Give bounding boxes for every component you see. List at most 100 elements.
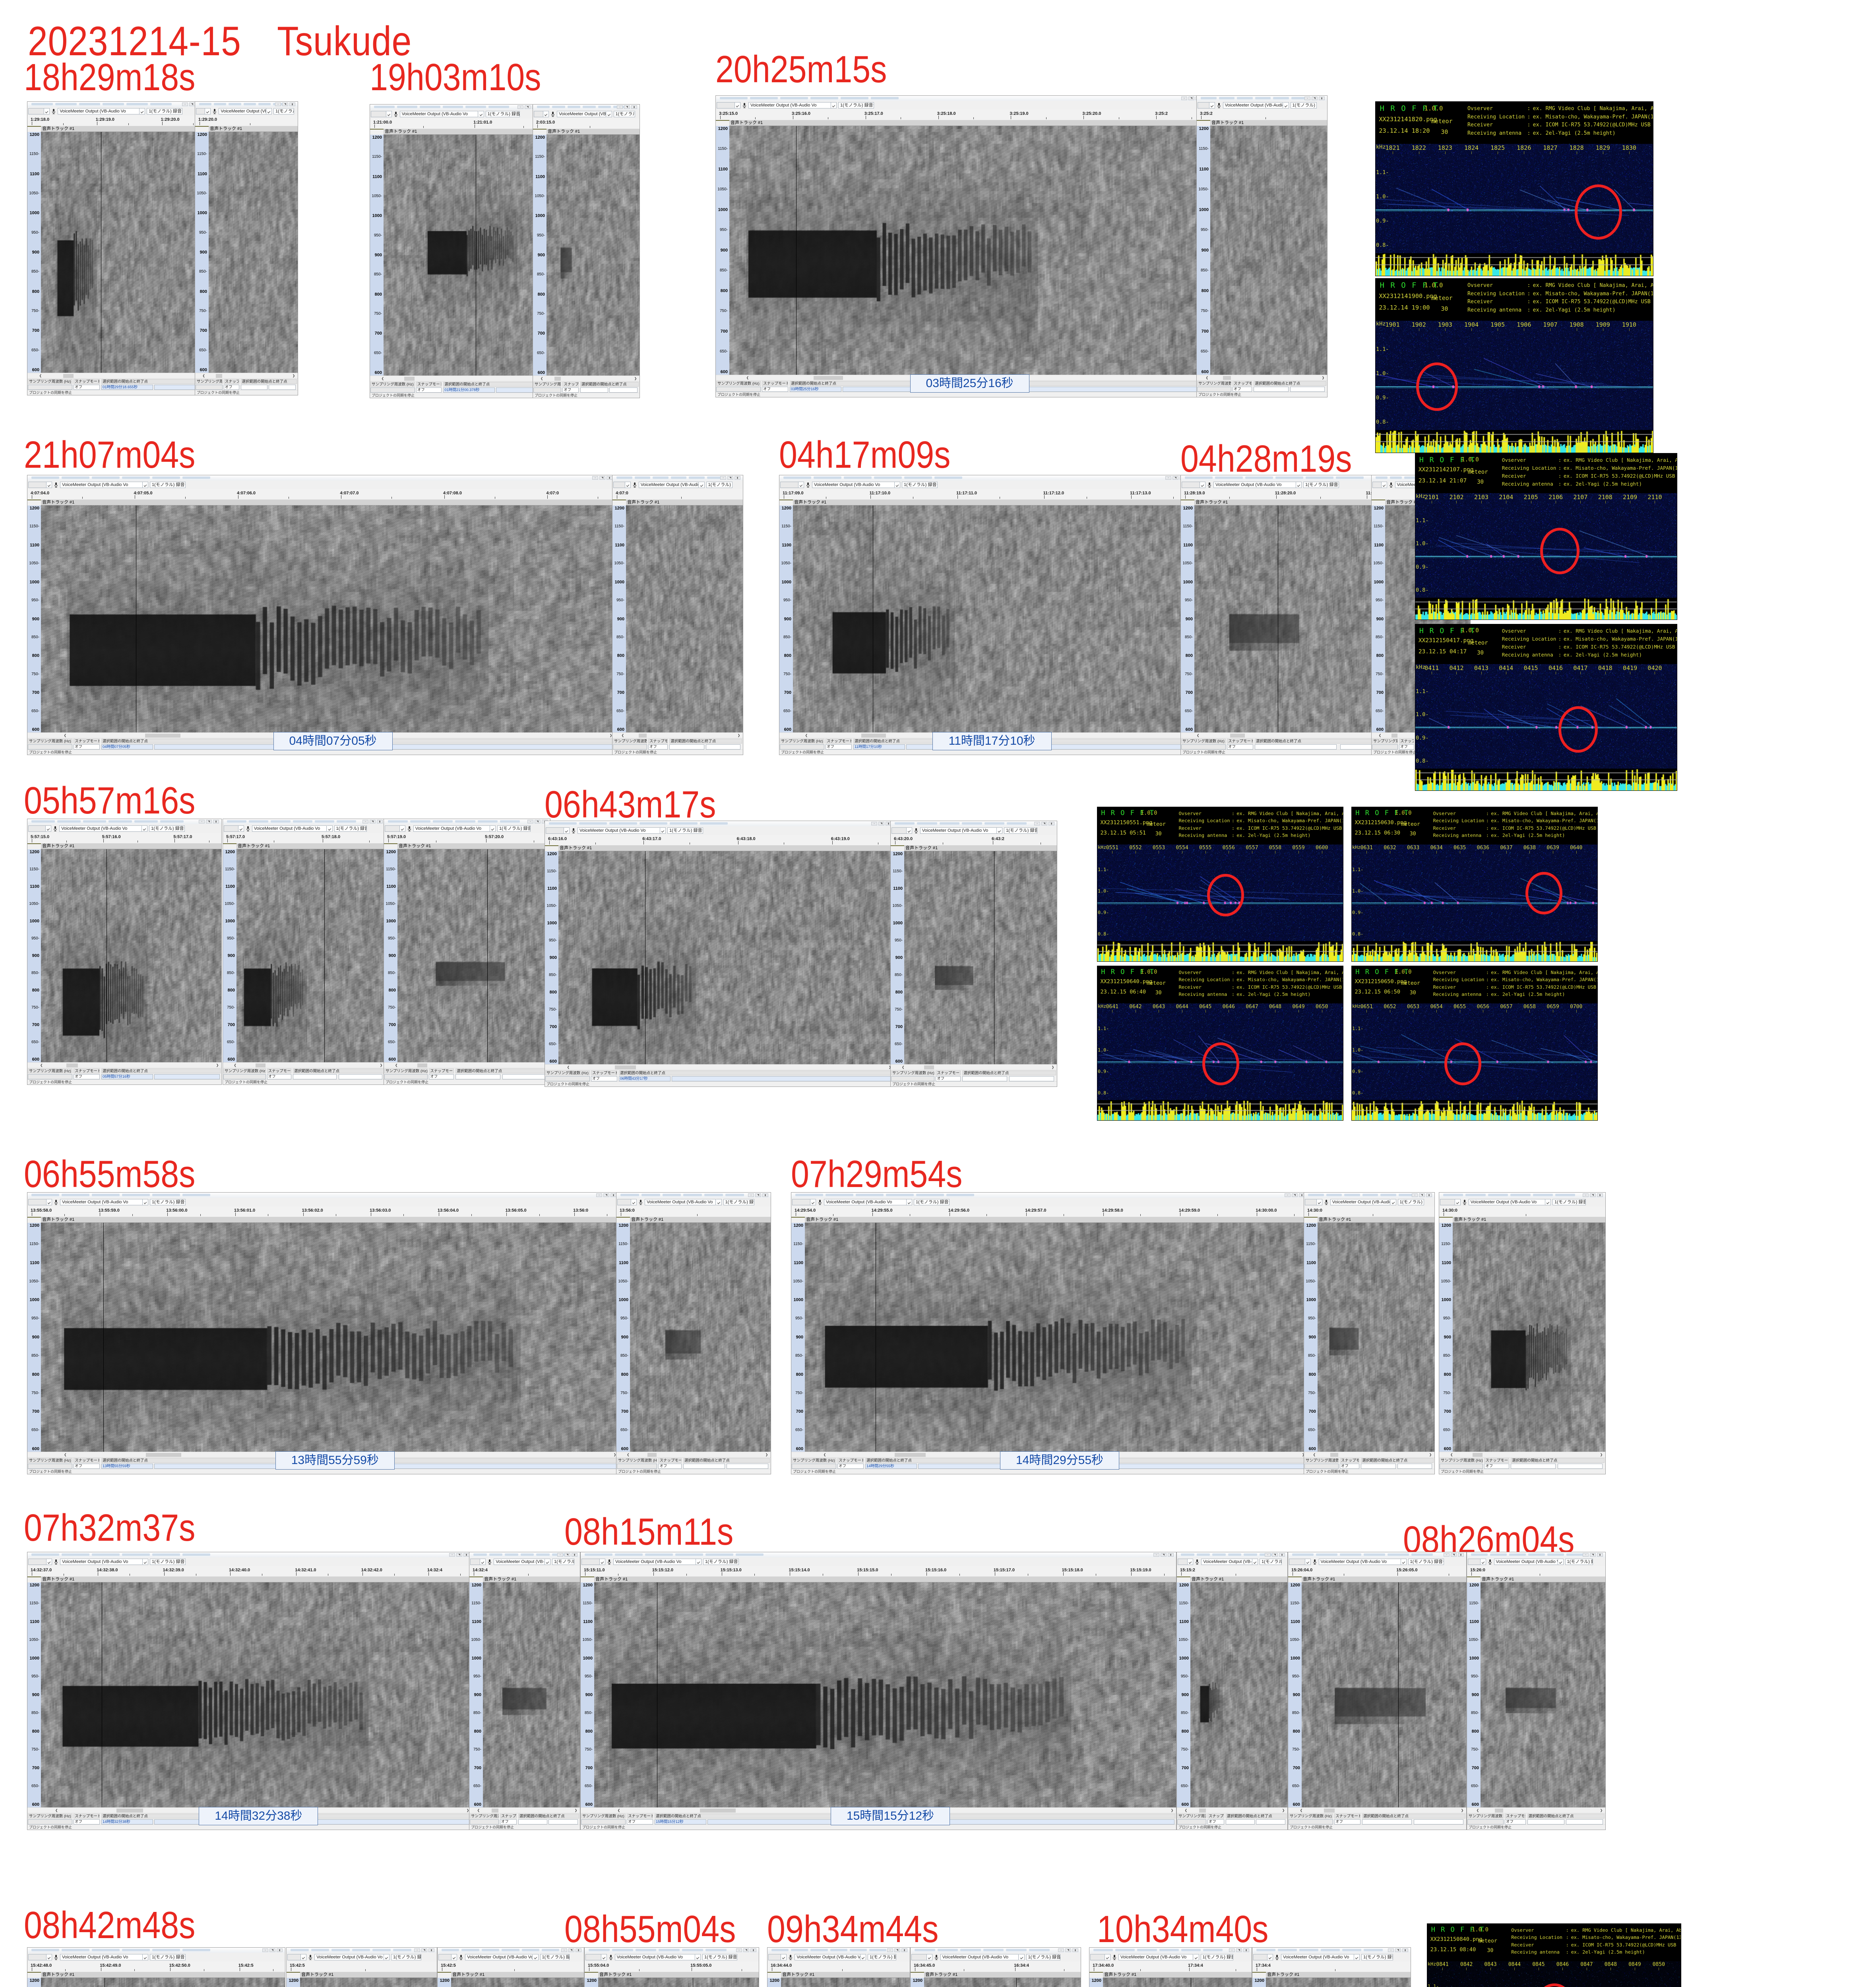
output-device-combo[interactable]: [780, 482, 798, 488]
input-device-chevron[interactable]: [1019, 1954, 1025, 1960]
titlebar-button-1[interactable]: ◥: [564, 1553, 570, 1557]
titlebar-button-1[interactable]: ◥: [1312, 97, 1318, 100]
selection-end-field[interactable]: [705, 744, 741, 749]
sampling-rate-field[interactable]: [613, 744, 647, 749]
scroll-left-arrow[interactable]: ❮: [1196, 734, 1200, 737]
input-device-chevron[interactable]: [478, 111, 484, 117]
spectrogram-canvas[interactable]: [41, 132, 205, 373]
spectrogram-canvas[interactable]: [41, 505, 615, 732]
hrofft-waterfall[interactable]: 1901 1902 1903 1904 1905 1906 1907 1908 1909 1910…: [1376, 321, 1653, 431]
output-device-chevron[interactable]: [625, 482, 631, 488]
output-device-chevron[interactable]: [47, 482, 52, 488]
input-device-chevron[interactable]: [143, 1559, 148, 1565]
input-device-combo[interactable]: VoiceMeeter Output (VB-Audio Vo: [59, 825, 142, 832]
titlebar-button-2[interactable]: ▮: [1168, 1553, 1174, 1557]
spectrogram-canvas[interactable]: [1210, 126, 1327, 375]
window-titlebar[interactable]: −◥▮: [27, 1948, 285, 1953]
time-ruler[interactable]: 15:15:11.0 15:15:12.0 15:15:13.0 15:15:14.0…: [581, 1566, 1176, 1577]
titlebar-button-0[interactable]: −: [449, 1553, 455, 1557]
scroll-left-arrow[interactable]: ❮: [823, 1453, 826, 1456]
frequency-ruler[interactable]: [891, 851, 905, 1064]
time-ruler[interactable]: 3:25:2: [1197, 110, 1327, 121]
input-device-chevron[interactable]: [143, 1954, 148, 1960]
spectrogram-canvas[interactable]: [904, 851, 1057, 1064]
output-device-combo[interactable]: [287, 1954, 301, 1960]
titlebar-button-0[interactable]: −: [720, 476, 726, 480]
input-device-combo[interactable]: VoiceMeeter Output (VB-Audio Vo: [578, 827, 660, 834]
scrollbar-thumb[interactable]: [1199, 1809, 1206, 1813]
output-device-chevron[interactable]: [399, 825, 405, 832]
snap-mode-field[interactable]: オフ: [1207, 1819, 1224, 1824]
scroll-left-arrow[interactable]: ❮: [1300, 1809, 1303, 1812]
sampling-rate-field[interactable]: [545, 1076, 590, 1081]
window-titlebar[interactable]: −◥▮: [545, 821, 894, 827]
output-device-chevron[interactable]: [1267, 1954, 1273, 1960]
titlebar-button-0[interactable]: −: [1229, 1948, 1235, 1952]
output-device-combo[interactable]: [28, 1199, 47, 1205]
input-device-combo[interactable]: VoiceMeeter Output (VB-Audio Vo: [614, 1954, 695, 1960]
input-device-chevron[interactable]: [545, 1559, 550, 1565]
audacity-window-14[interactable]: − ◥ ▮ VoiceMeeter Output (VB-Audio Vo 1(モノラル…: [545, 821, 894, 1087]
input-device-chevron[interactable]: [895, 482, 900, 488]
hrofft-waterfall[interactable]: 0551 0552 0553 0554 0555 0556 0557 0558 0559 0600…: [1097, 844, 1343, 942]
scroll-right-arrow[interactable]: ❯: [1461, 1809, 1464, 1812]
scroll-left-arrow[interactable]: ❮: [901, 1065, 905, 1069]
titlebar-button-1[interactable]: ◥: [878, 822, 884, 825]
scroll-left-arrow[interactable]: ❮: [621, 734, 624, 737]
snap-mode-field[interactable]: オフ: [416, 387, 442, 393]
selection-end-field[interactable]: [1290, 387, 1325, 392]
sampling-rate-field[interactable]: [716, 387, 761, 392]
audacity-window-18[interactable]: − ◥ ▮ VoiceMeeter Output (VB-Audio Vo 1(モノラル…: [791, 1192, 1308, 1474]
spectrogram-canvas[interactable]: [209, 132, 298, 373]
output-device-chevron[interactable]: [1188, 1559, 1194, 1565]
selection-toolbar[interactable]: サンプリング周波数 (Hz) スナップモード オフ 選択範囲の開始点と終了点 01時間2…: [370, 381, 540, 393]
titlebar-button-1[interactable]: ◥: [535, 820, 541, 823]
frequency-ruler[interactable]: [533, 135, 547, 376]
titlebar-button-0[interactable]: −: [1058, 1948, 1064, 1952]
titlebar-button-0[interactable]: −: [182, 103, 188, 106]
output-device-combo[interactable]: [1440, 1199, 1455, 1205]
output-device-combo[interactable]: [1198, 102, 1209, 108]
snap-mode-field[interactable]: オフ: [1399, 744, 1414, 749]
channel-combo[interactable]: 1(モノラル) 録音チ: [902, 482, 938, 488]
titlebar-button-2[interactable]: ▮: [735, 476, 740, 480]
window-titlebar[interactable]: −◥▮: [384, 819, 550, 825]
output-device-combo[interactable]: [28, 1559, 47, 1565]
window-titlebar[interactable]: −◥▮: [585, 1948, 759, 1953]
frequency-ruler[interactable]: [27, 849, 41, 1062]
output-device-combo[interactable]: [385, 825, 400, 832]
snap-mode-field[interactable]: オフ: [1505, 1819, 1526, 1824]
output-device-chevron[interactable]: [798, 482, 804, 488]
time-ruler[interactable]: 1:21:00.0 1:21:01.0: [370, 118, 540, 130]
frequency-ruler[interactable]: [612, 505, 626, 732]
audacity-window-0[interactable]: −◥▮VoiceMeeter Output (VB-Audio Vo1(モノラル…: [27, 101, 205, 395]
selection-start-field[interactable]: [240, 385, 268, 390]
frequency-ruler[interactable]: [1288, 1582, 1302, 1807]
channel-combo[interactable]: 1(モノラル) 録音チ: [1303, 482, 1339, 488]
sampling-rate-field[interactable]: [780, 744, 824, 749]
titlebar-button-2[interactable]: ▮: [631, 105, 637, 109]
titlebar-button-1[interactable]: ◥: [568, 1948, 574, 1952]
scroll-right-arrow[interactable]: ❯: [1322, 376, 1325, 380]
channel-combo[interactable]: 1(モノラル) 録音チ: [147, 108, 182, 114]
titlebar-button-1[interactable]: ◥: [269, 1948, 275, 1952]
snap-mode-field[interactable]: オフ: [837, 1464, 864, 1469]
scroll-left-arrow[interactable]: ❮: [1313, 1453, 1316, 1456]
titlebar-button-0[interactable]: −: [199, 820, 205, 823]
time-ruler[interactable]: 6:43:20.0 6:43:2: [891, 835, 1057, 846]
output-device-chevron[interactable]: [735, 102, 740, 108]
output-device-chevron[interactable]: [1305, 1559, 1311, 1565]
time-ruler[interactable]: 15:42:5: [287, 1962, 437, 1973]
time-ruler[interactable]: 15:15:2: [1177, 1566, 1287, 1577]
sampling-rate-field[interactable]: [28, 1464, 72, 1469]
scrollbar-thumb[interactable]: [700, 1809, 736, 1813]
channel-combo[interactable]: 1(モノラル) 録音チ: [540, 1954, 570, 1960]
input-device-chevron[interactable]: [907, 1199, 912, 1205]
